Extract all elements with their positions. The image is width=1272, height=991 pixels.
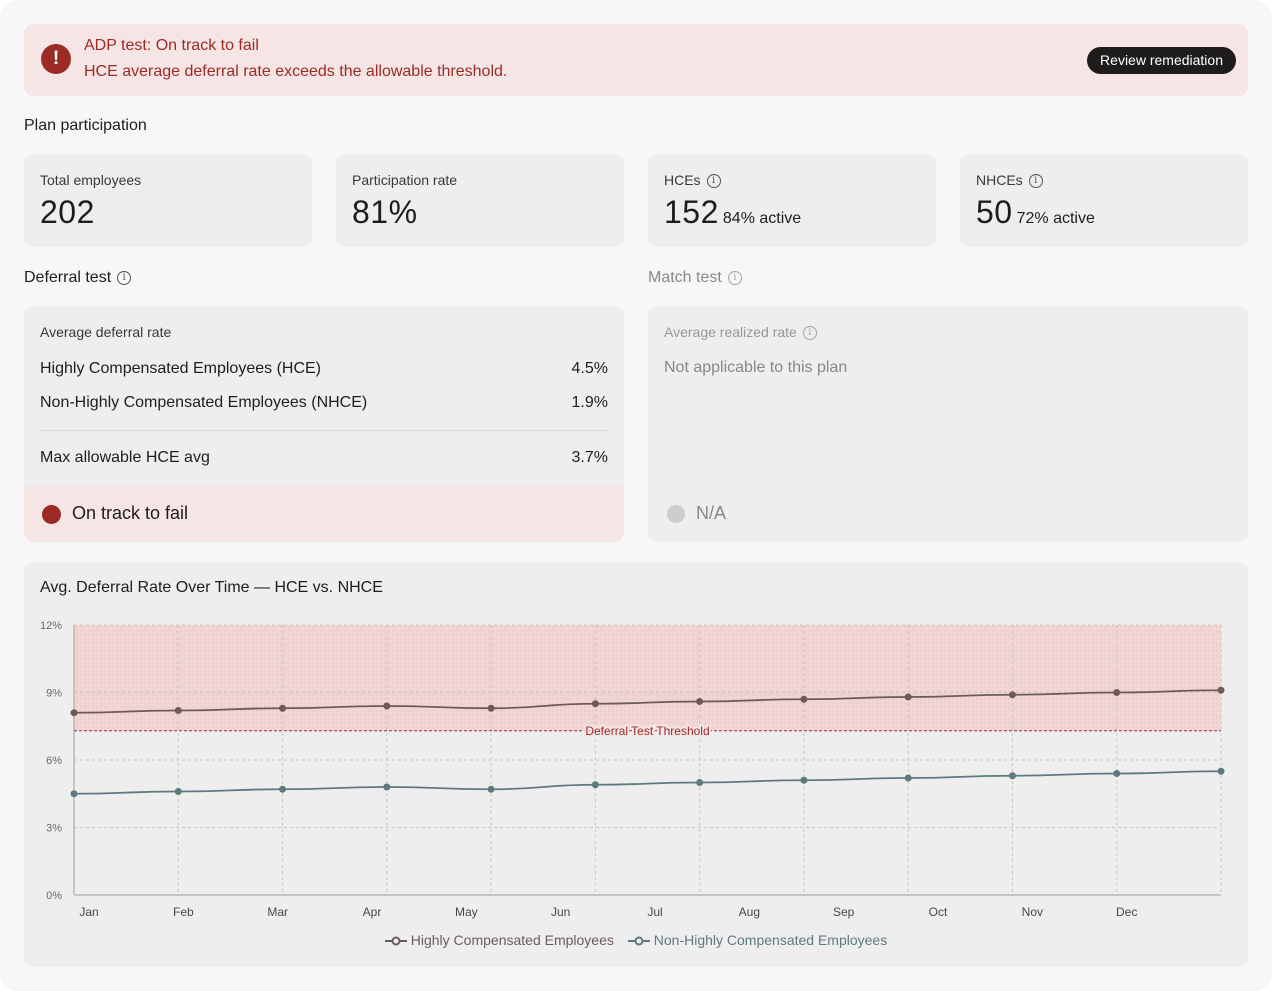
active-percent: 84% active [722, 210, 802, 227]
x-tick-label: May [455, 905, 478, 919]
stat-value: 50 72% active [976, 194, 1095, 230]
x-tick-label: Jul [647, 905, 662, 919]
status-label: On track to fail [72, 503, 189, 523]
data-point-nhce [696, 779, 704, 786]
average-realized-rate-label: Average realized rate i [664, 324, 817, 341]
total-employees-card: Total employees 202 [24, 154, 312, 247]
data-point-hce [279, 704, 287, 712]
x-tick-label: Sep [833, 905, 855, 919]
deferral-status: On track to fail [24, 486, 624, 542]
deferral-rate-chart: 0% 3% 6% 9% 12% Jan Feb Mar Apr May Jun Jul Aug Sep Oc… [40, 620, 1225, 919]
data-point-nhce [174, 788, 182, 795]
data-point-hce [1113, 689, 1121, 696]
max-allowable-row: Max allowable HCE avg 3.7% [40, 449, 608, 466]
stat-label: Participation rate [352, 172, 458, 188]
data-point-nhce [1008, 772, 1016, 780]
x-tick-label: Jun [551, 905, 570, 919]
stat-value: 81% [352, 194, 418, 230]
y-tick-label: 12% [40, 620, 62, 632]
stat-value: 152 84% active [664, 194, 802, 230]
fail-status-dot [42, 505, 61, 524]
deferral-test-panel: Average deferral rate Highly Compensated… [24, 306, 624, 542]
data-point-nhce [1217, 767, 1225, 775]
data-point-hce [696, 698, 704, 705]
nhces-card: NHCEs i 50 72% active [960, 154, 1248, 247]
review-remediation-button[interactable]: Review remediation [1087, 47, 1236, 74]
threshold-zone [74, 625, 1221, 731]
data-point-hce [174, 707, 182, 714]
alert-title: ADP test: On track to fail [84, 37, 259, 54]
data-point-hce [487, 704, 495, 712]
x-tick-label: Dec [1116, 905, 1137, 919]
x-tick-label: Aug [739, 905, 760, 919]
data-point-hce [383, 702, 391, 710]
active-percent: 72% active [1016, 210, 1095, 227]
data-point-hce [1217, 686, 1225, 694]
not-applicable-note: Not applicable to this plan [664, 359, 848, 376]
series-line-hce [73, 689, 1222, 714]
stat-label: Total employees [40, 172, 142, 188]
data-point-nhce [487, 785, 495, 793]
chart-legend: Highly Compensated Employees Non-Highly … [24, 932, 1248, 948]
na-status-label: N/A [696, 503, 727, 523]
data-point-nhce [383, 783, 391, 791]
data-point-hce [800, 695, 808, 703]
info-icon[interactable]: i [727, 270, 742, 285]
x-tick-label: Feb [173, 905, 194, 919]
match-test-panel: Average realized rate i Not applicable to… [648, 306, 1248, 542]
series-line-nhce [73, 770, 1222, 795]
y-tick-label: 0% [46, 890, 62, 902]
data-point-nhce [591, 781, 599, 789]
data-point-hce [1008, 691, 1016, 699]
x-tick-label: Mar [267, 905, 288, 919]
divider [40, 430, 608, 431]
data-point-nhce [904, 774, 912, 782]
data-point-nhce [800, 776, 808, 784]
data-point-hce [904, 693, 912, 701]
exclamation-icon: ! [41, 44, 71, 74]
y-tick-label: 6% [46, 755, 62, 767]
legend-swatch-nhce-icon [627, 936, 650, 946]
info-icon[interactable]: i [706, 174, 721, 189]
nhce-rate-row: Non-Highly Compensated Employees (NHCE) 1… [40, 394, 608, 411]
na-status-dot [667, 505, 685, 523]
data-point-hce [70, 709, 78, 717]
alert-message: HCE average deferral rate exceeds the al… [84, 63, 508, 80]
legend-swatch-hce-icon [384, 936, 407, 946]
match-test-title: Match test i [648, 268, 742, 288]
threshold-label: Deferral Test Threshold [585, 724, 709, 738]
x-tick-label: Jan [79, 905, 98, 919]
plan-participation-title: Plan participation [24, 117, 147, 134]
hces-card: HCEs i 152 84% active [648, 154, 936, 247]
info-icon[interactable]: i [117, 270, 132, 285]
x-tick-label: Nov [1022, 905, 1043, 919]
stat-label: HCEs i [664, 172, 721, 189]
info-icon[interactable]: i [802, 326, 817, 341]
y-tick-label: 9% [46, 688, 62, 700]
legend-item-nhce[interactable]: Non-Highly Compensated Employees [627, 932, 887, 948]
stat-value: 202 [40, 194, 95, 230]
data-point-nhce [70, 790, 78, 798]
data-point-nhce [279, 785, 287, 793]
chart-title: Avg. Deferral Rate Over Time — HCE vs. N… [40, 579, 383, 596]
data-point-hce [591, 700, 599, 708]
info-icon[interactable]: i [1028, 174, 1043, 189]
legend-item-hce[interactable]: Highly Compensated Employees [384, 932, 614, 948]
stat-label: NHCEs i [976, 172, 1043, 189]
y-tick-label: 3% [46, 823, 62, 835]
x-tick-label: Apr [363, 905, 382, 919]
x-tick-label: Oct [929, 905, 948, 919]
average-deferral-rate-label: Average deferral rate [40, 324, 172, 340]
deferral-test-title: Deferral test i [24, 268, 132, 288]
participation-rate-card: Participation rate 81% [336, 154, 624, 247]
deferral-chart-panel: Avg. Deferral Rate Over Time — HCE vs. N… [24, 562, 1248, 967]
alert-banner: ! ADP test: On track to fail HCE average… [24, 24, 1248, 96]
hce-rate-row: Highly Compensated Employees (HCE) 4.5% [40, 360, 608, 377]
data-point-nhce [1113, 770, 1121, 777]
